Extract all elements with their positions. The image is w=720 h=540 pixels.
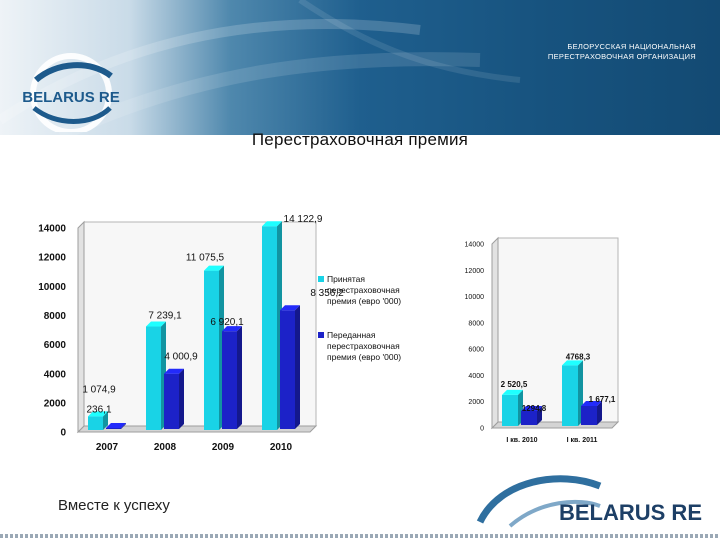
bar-ceded [581,400,602,425]
bar-accepted [88,411,108,430]
belarus-re-logo: BELARUS RE [22,53,120,132]
bar-accepted [204,265,224,430]
footer-divider [0,534,720,538]
y-tick-label: 14000 [38,224,66,235]
category-label: I кв. 2010 [506,437,537,444]
data-label: 14 122,9 [284,214,323,225]
main-bar-chart: 0 2000 4000 6000 8000 10000 12000 14000 2007 2008… [38,214,401,453]
footer-slogan: Вместе к успеху [58,497,170,514]
logo-text: BELARUS RE [22,89,120,106]
header-banner: BELARUS RE БЕЛОРУССКАЯ НАЦИОНАЛЬНАЯ ПЕРЕ… [0,0,720,135]
y-tick-label: 0 [60,428,66,439]
data-label: 7 239,1 [148,311,182,322]
y-tick-label: 2000 [44,398,67,409]
category-label: 2008 [154,442,177,453]
bar-ceded [106,423,126,429]
slide-title: Перестраховочная премия [251,130,469,149]
data-label: 4768,3 [566,352,591,361]
legend-label: Принятая [327,274,365,284]
bar-accepted [146,321,166,430]
quarter-bar-chart: 0 2000 4000 6000 8000 10000 12000 14000 I кв. 20… [465,236,620,444]
y-tick-label: 8000 [44,311,67,322]
y-tick-label: 4000 [44,369,67,380]
org-name-line2: ПЕРЕСТРАХОВОЧНАЯ ОРГАНИЗАЦИЯ [547,52,696,61]
bar-ceded [280,305,300,429]
legend-swatch [318,332,324,338]
y-tick-label: 10000 [465,294,485,301]
y-tick-label: 4000 [468,373,484,380]
legend-label: премия (евро '000) [327,296,401,306]
legend-swatch [318,276,324,282]
data-label: 4 000,9 [164,352,198,363]
legend-label: Переданная [327,330,376,340]
data-label: 11 075,5 [186,253,225,264]
legend-label: премия (евро '000) [327,352,401,362]
y-tick-label: 10000 [38,282,66,293]
bar-ceded [222,326,242,429]
bar-accepted [502,389,523,426]
y-tick-label: 12000 [38,253,66,264]
data-label: 6 920,1 [210,317,244,328]
data-label: 1 677,1 [589,395,616,404]
y-tick-label: 2000 [468,399,484,406]
footer-logo-text: BELARUS RE [559,500,702,525]
bar-accepted [262,221,282,430]
data-label: 1294,8 [522,404,547,413]
plot-side-wall [491,236,499,430]
plot-side-wall [77,220,85,434]
data-label: 1 074,9 [82,384,116,395]
category-label: 2010 [270,442,293,453]
org-name-line1: БЕЛОРУССКАЯ НАЦИОНАЛЬНАЯ [567,42,696,51]
organization-name: БЕЛОРУССКАЯ НАЦИОНАЛЬНАЯ ПЕРЕСТРАХОВОЧНА… [436,42,696,62]
category-label: I кв. 2011 [567,437,598,444]
data-label: 236,1 [86,405,111,416]
legend-label: перестраховочная [327,341,400,351]
data-label: 2 520,5 [501,380,528,389]
legend-label: перестраховочная [327,285,400,295]
bar-accepted [562,360,583,426]
y-tick-label: 6000 [468,347,484,354]
bar-ceded [521,405,542,425]
category-label: 2009 [212,442,235,453]
y-tick-label: 0 [480,426,484,433]
data-label: 8 356,2 [310,288,344,299]
y-tick-label: 8000 [468,320,484,327]
belarus-re-footer-logo: BELARUS RE [476,475,702,528]
category-label: 2007 [96,442,119,453]
y-tick-label: 6000 [44,340,67,351]
y-tick-label: 14000 [465,242,485,249]
globe-background-icon [0,0,521,135]
y-tick-label: 12000 [465,268,485,275]
bar-ceded [164,368,184,429]
